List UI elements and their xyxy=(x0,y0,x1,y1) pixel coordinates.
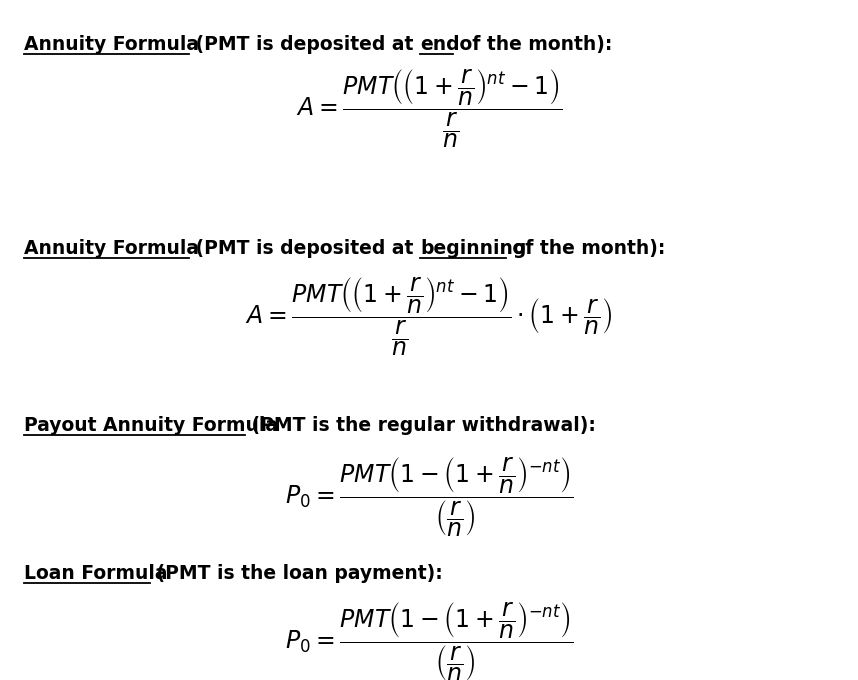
Text: $P_0 = \dfrac{PMT\left(1-\left(1+\dfrac{r}{n}\right)^{-nt}\right)}{\left(\dfrac{: $P_0 = \dfrac{PMT\left(1-\left(1+\dfrac{… xyxy=(285,601,573,680)
Text: of the month):: of the month): xyxy=(453,35,613,54)
Text: end: end xyxy=(420,35,460,54)
Text: beginning: beginning xyxy=(420,239,527,258)
Text: $P_0 = \dfrac{PMT\left(1-\left(1+\dfrac{r}{n}\right)^{-nt}\right)}{\left(\dfrac{: $P_0 = \dfrac{PMT\left(1-\left(1+\dfrac{… xyxy=(285,456,573,539)
Text: (PMT is the regular withdrawal):: (PMT is the regular withdrawal): xyxy=(245,416,596,435)
Text: $A = \dfrac{PMT\left(\left(1+\dfrac{r}{n}\right)^{nt}-1\right)}{\dfrac{r}{n}}\cd: $A = \dfrac{PMT\left(\left(1+\dfrac{r}{n… xyxy=(245,275,613,358)
Text: of the month):: of the month): xyxy=(506,239,666,258)
Text: (PMT is the loan payment):: (PMT is the loan payment): xyxy=(150,564,443,583)
Text: Payout Annuity Formula: Payout Annuity Formula xyxy=(24,416,278,435)
Text: $A = \dfrac{PMT\left(\left(1+\dfrac{r}{n}\right)^{nt}-1\right)}{\dfrac{r}{n}}$: $A = \dfrac{PMT\left(\left(1+\dfrac{r}{n… xyxy=(296,67,562,150)
Text: (PMT is deposited at: (PMT is deposited at xyxy=(189,239,420,258)
Text: Loan Formula: Loan Formula xyxy=(24,564,167,583)
Text: Annuity Formula: Annuity Formula xyxy=(24,239,199,258)
Text: (PMT is deposited at: (PMT is deposited at xyxy=(189,35,420,54)
Text: Annuity Formula: Annuity Formula xyxy=(24,35,199,54)
